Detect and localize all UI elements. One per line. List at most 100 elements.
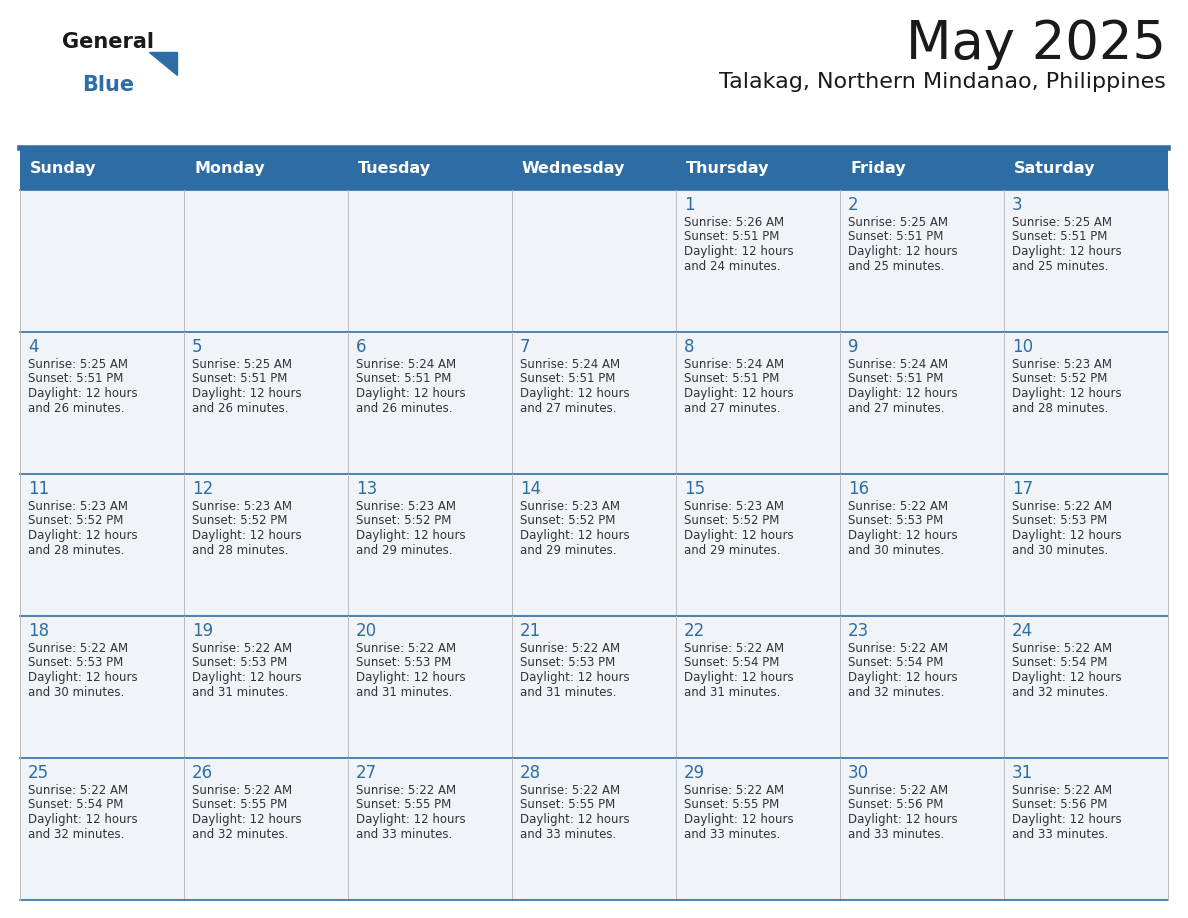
Bar	[20, 616, 1168, 758]
Text: and 27 minutes.: and 27 minutes.	[684, 401, 781, 415]
Text: Sunrise: 5:22 AM: Sunrise: 5:22 AM	[192, 784, 292, 797]
Text: and 33 minutes.: and 33 minutes.	[1012, 827, 1108, 841]
Text: 13: 13	[356, 480, 378, 498]
Text: 19: 19	[192, 622, 213, 640]
Text: Sunrise: 5:22 AM: Sunrise: 5:22 AM	[1012, 642, 1112, 655]
Text: Saturday: Saturday	[1015, 162, 1095, 176]
Text: 21: 21	[520, 622, 542, 640]
Text: Sunrise: 5:23 AM: Sunrise: 5:23 AM	[192, 500, 292, 513]
Text: and 33 minutes.: and 33 minutes.	[848, 827, 944, 841]
Text: 7: 7	[520, 338, 531, 356]
Text: Daylight: 12 hours: Daylight: 12 hours	[192, 387, 302, 400]
Text: 2: 2	[848, 196, 859, 214]
Text: 22: 22	[684, 622, 706, 640]
Text: Sunset: 5:51 PM: Sunset: 5:51 PM	[684, 230, 779, 243]
Text: and 32 minutes.: and 32 minutes.	[29, 827, 125, 841]
Text: and 31 minutes.: and 31 minutes.	[684, 686, 781, 699]
Text: Daylight: 12 hours: Daylight: 12 hours	[192, 671, 302, 684]
Text: Daylight: 12 hours: Daylight: 12 hours	[848, 671, 958, 684]
Text: Sunset: 5:51 PM: Sunset: 5:51 PM	[1012, 230, 1107, 243]
Text: Daylight: 12 hours: Daylight: 12 hours	[1012, 245, 1121, 258]
Text: Sunrise: 5:23 AM: Sunrise: 5:23 AM	[520, 500, 620, 513]
Text: Daylight: 12 hours: Daylight: 12 hours	[684, 813, 794, 826]
Text: 27: 27	[356, 764, 377, 782]
Text: and 30 minutes.: and 30 minutes.	[1012, 543, 1108, 556]
Text: Sunset: 5:55 PM: Sunset: 5:55 PM	[684, 799, 779, 812]
Text: May 2025: May 2025	[906, 18, 1165, 70]
Text: and 31 minutes.: and 31 minutes.	[192, 686, 289, 699]
Text: 4: 4	[29, 338, 38, 356]
Text: Sunrise: 5:24 AM: Sunrise: 5:24 AM	[684, 358, 784, 371]
Text: 9: 9	[848, 338, 859, 356]
Text: Sunrise: 5:22 AM: Sunrise: 5:22 AM	[848, 784, 948, 797]
Text: Sunrise: 5:26 AM: Sunrise: 5:26 AM	[684, 216, 784, 229]
Text: Thursday: Thursday	[685, 162, 770, 176]
Text: and 28 minutes.: and 28 minutes.	[192, 543, 289, 556]
Text: Daylight: 12 hours: Daylight: 12 hours	[848, 387, 958, 400]
Bar	[20, 474, 1168, 616]
Text: Sunset: 5:55 PM: Sunset: 5:55 PM	[192, 799, 287, 812]
Text: Daylight: 12 hours: Daylight: 12 hours	[684, 671, 794, 684]
Text: Sunday: Sunday	[30, 162, 96, 176]
Text: 12: 12	[192, 480, 214, 498]
Text: Wednesday: Wednesday	[522, 162, 625, 176]
Text: 20: 20	[356, 622, 377, 640]
Text: Daylight: 12 hours: Daylight: 12 hours	[520, 529, 630, 542]
Text: Sunset: 5:51 PM: Sunset: 5:51 PM	[848, 373, 943, 386]
Text: Sunrise: 5:22 AM: Sunrise: 5:22 AM	[1012, 784, 1112, 797]
Text: Sunrise: 5:22 AM: Sunrise: 5:22 AM	[356, 784, 456, 797]
Text: Daylight: 12 hours: Daylight: 12 hours	[1012, 387, 1121, 400]
Text: and 27 minutes.: and 27 minutes.	[848, 401, 944, 415]
Text: Sunset: 5:52 PM: Sunset: 5:52 PM	[520, 514, 615, 528]
Text: Sunrise: 5:25 AM: Sunrise: 5:25 AM	[192, 358, 292, 371]
Text: and 28 minutes.: and 28 minutes.	[1012, 401, 1108, 415]
Text: 15: 15	[684, 480, 706, 498]
Text: and 27 minutes.: and 27 minutes.	[520, 401, 617, 415]
Text: Sunset: 5:53 PM: Sunset: 5:53 PM	[520, 656, 615, 669]
Text: Sunset: 5:51 PM: Sunset: 5:51 PM	[684, 373, 779, 386]
Text: Daylight: 12 hours: Daylight: 12 hours	[29, 387, 138, 400]
Text: Daylight: 12 hours: Daylight: 12 hours	[684, 245, 794, 258]
Text: Sunset: 5:52 PM: Sunset: 5:52 PM	[192, 514, 287, 528]
Text: Sunrise: 5:22 AM: Sunrise: 5:22 AM	[684, 784, 784, 797]
Text: 1: 1	[684, 196, 695, 214]
Text: Daylight: 12 hours: Daylight: 12 hours	[520, 813, 630, 826]
Text: Daylight: 12 hours: Daylight: 12 hours	[356, 387, 466, 400]
Text: 3: 3	[1012, 196, 1023, 214]
Text: and 33 minutes.: and 33 minutes.	[356, 827, 453, 841]
Text: 6: 6	[356, 338, 367, 356]
Text: Sunrise: 5:22 AM: Sunrise: 5:22 AM	[192, 642, 292, 655]
Text: 25: 25	[29, 764, 49, 782]
Text: and 30 minutes.: and 30 minutes.	[848, 543, 944, 556]
Text: and 26 minutes.: and 26 minutes.	[192, 401, 289, 415]
Text: 26: 26	[192, 764, 213, 782]
Text: Sunrise: 5:22 AM: Sunrise: 5:22 AM	[520, 784, 620, 797]
Text: Sunset: 5:51 PM: Sunset: 5:51 PM	[520, 373, 615, 386]
Text: Sunset: 5:51 PM: Sunset: 5:51 PM	[356, 373, 451, 386]
Text: and 26 minutes.: and 26 minutes.	[356, 401, 453, 415]
Text: Daylight: 12 hours: Daylight: 12 hours	[29, 529, 138, 542]
Bar	[20, 332, 1168, 474]
Text: Sunset: 5:54 PM: Sunset: 5:54 PM	[1012, 656, 1107, 669]
Text: Sunset: 5:54 PM: Sunset: 5:54 PM	[684, 656, 779, 669]
Text: 14: 14	[520, 480, 541, 498]
Text: Daylight: 12 hours: Daylight: 12 hours	[684, 387, 794, 400]
Text: Daylight: 12 hours: Daylight: 12 hours	[848, 813, 958, 826]
Text: Sunrise: 5:25 AM: Sunrise: 5:25 AM	[29, 358, 128, 371]
Text: Sunset: 5:51 PM: Sunset: 5:51 PM	[29, 373, 124, 386]
Text: 31: 31	[1012, 764, 1034, 782]
Text: Daylight: 12 hours: Daylight: 12 hours	[356, 671, 466, 684]
Text: and 26 minutes.: and 26 minutes.	[29, 401, 125, 415]
Text: and 29 minutes.: and 29 minutes.	[684, 543, 781, 556]
Text: Sunset: 5:51 PM: Sunset: 5:51 PM	[192, 373, 287, 386]
Text: Daylight: 12 hours: Daylight: 12 hours	[1012, 529, 1121, 542]
Text: Sunset: 5:55 PM: Sunset: 5:55 PM	[356, 799, 451, 812]
Text: Sunset: 5:54 PM: Sunset: 5:54 PM	[29, 799, 124, 812]
Text: and 31 minutes.: and 31 minutes.	[356, 686, 453, 699]
Text: and 28 minutes.: and 28 minutes.	[29, 543, 125, 556]
Text: Sunset: 5:53 PM: Sunset: 5:53 PM	[192, 656, 287, 669]
Text: Sunset: 5:53 PM: Sunset: 5:53 PM	[1012, 514, 1107, 528]
Text: and 31 minutes.: and 31 minutes.	[520, 686, 617, 699]
Text: 10: 10	[1012, 338, 1034, 356]
Text: and 29 minutes.: and 29 minutes.	[356, 543, 453, 556]
